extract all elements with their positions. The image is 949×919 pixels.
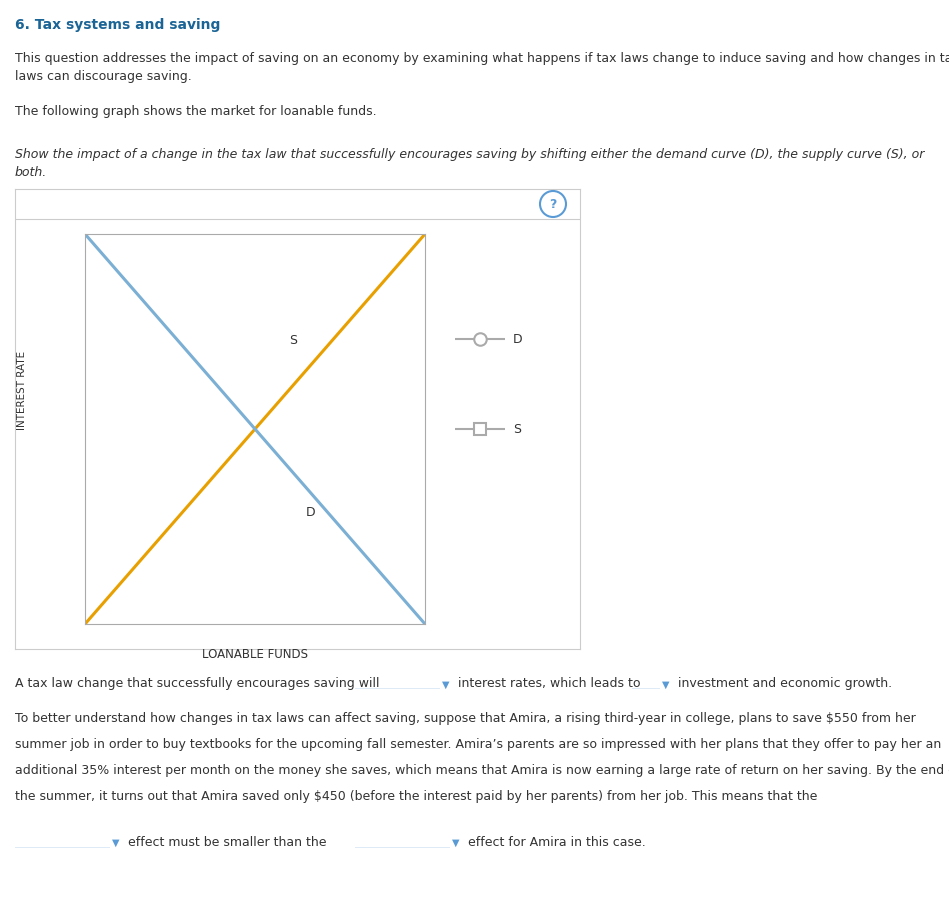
Text: effect must be smaller than the: effect must be smaller than the (124, 835, 330, 848)
Text: D: D (513, 333, 523, 346)
Text: effect for Amira in this case.: effect for Amira in this case. (464, 835, 645, 848)
Text: interest rates, which leads to: interest rates, which leads to (454, 676, 644, 689)
Text: S: S (289, 334, 297, 346)
Text: ?: ? (549, 199, 557, 211)
Text: ▼: ▼ (452, 837, 459, 847)
Text: This question addresses the impact of saving on an economy by examining what hap: This question addresses the impact of sa… (15, 52, 949, 65)
Text: D: D (306, 505, 316, 518)
Text: ▼: ▼ (112, 837, 120, 847)
Text: ▼: ▼ (662, 679, 669, 689)
Text: INTEREST RATE: INTEREST RATE (17, 350, 27, 429)
Text: To better understand how changes in tax laws can affect saving, suppose that Ami: To better understand how changes in tax … (15, 711, 916, 724)
Text: LOANABLE FUNDS: LOANABLE FUNDS (202, 647, 308, 660)
Text: The following graph shows the market for loanable funds.: The following graph shows the market for… (15, 105, 377, 118)
Text: 6. Tax systems and saving: 6. Tax systems and saving (15, 18, 220, 32)
Text: summer job in order to buy textbooks for the upcoming fall semester. Amira’s par: summer job in order to buy textbooks for… (15, 737, 941, 750)
Text: Show the impact of a change in the tax law that successfully encourages saving b: Show the impact of a change in the tax l… (15, 148, 924, 161)
Text: ▼: ▼ (442, 679, 450, 689)
Text: S: S (513, 423, 521, 436)
Text: laws can discourage saving.: laws can discourage saving. (15, 70, 192, 83)
Text: A tax law change that successfully encourages saving will: A tax law change that successfully encou… (15, 676, 380, 689)
Text: investment and economic growth.: investment and economic growth. (674, 676, 892, 689)
Text: the summer, it turns out that Amira saved only $450 (before the interest paid by: the summer, it turns out that Amira save… (15, 789, 817, 802)
Text: additional 35% interest per month on the money she saves, which means that Amira: additional 35% interest per month on the… (15, 763, 949, 777)
Text: both.: both. (15, 165, 47, 179)
